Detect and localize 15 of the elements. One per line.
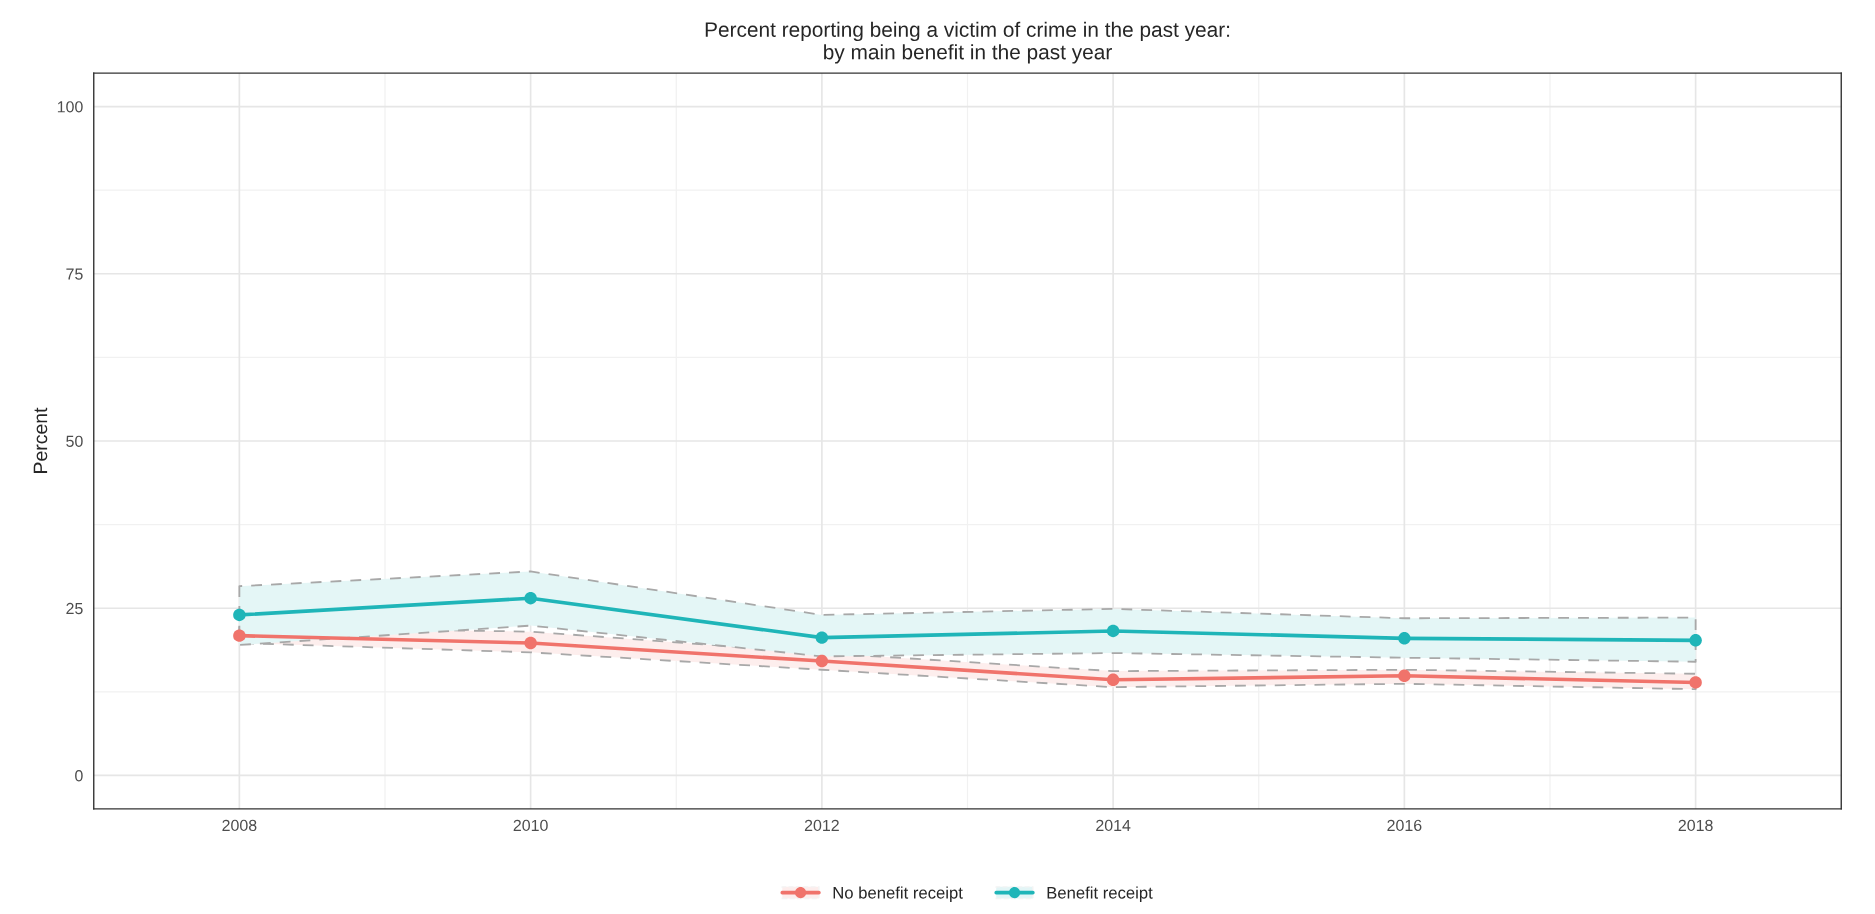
y-tick-label: 100 xyxy=(57,101,83,113)
x-tick-label: 2012 xyxy=(804,819,839,832)
x-tick-label: 2010 xyxy=(513,819,548,832)
x-tick-label: 2008 xyxy=(222,819,257,832)
x-tick-label: 2018 xyxy=(1678,819,1713,832)
legend-label: Benefit receipt xyxy=(1047,886,1153,902)
y-tick-label: 75 xyxy=(66,268,83,280)
y-tick-label: 25 xyxy=(66,602,83,615)
chart-title: Percent reporting being a victim of crime in the past year: by main benefit in the past year xyxy=(705,21,1230,64)
y-tick-label: 0 xyxy=(75,770,83,782)
x-tick-label: 2014 xyxy=(1096,819,1131,832)
y-axis-title: Percent xyxy=(33,407,48,473)
x-tick-label: 2016 xyxy=(1387,819,1422,832)
legend-label: No benefit receipt xyxy=(833,886,963,902)
y-tick-label: 50 xyxy=(66,435,83,447)
